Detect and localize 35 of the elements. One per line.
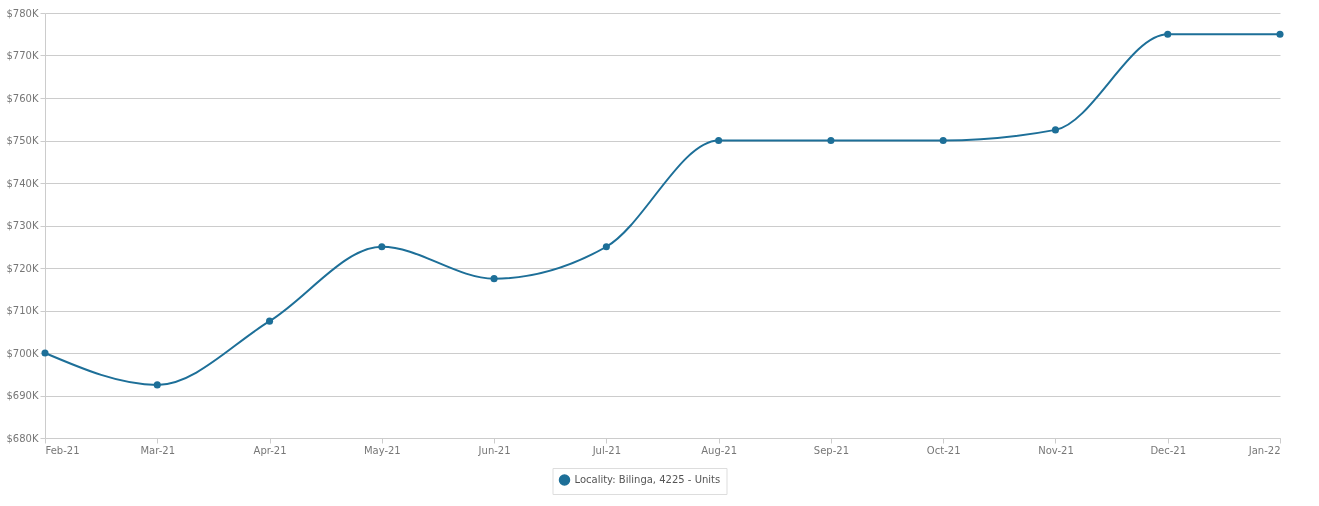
x-tick-label: Mar-21 [140, 444, 176, 456]
y-tick-label: $750K [6, 135, 39, 146]
x-tick-label: May-21 [363, 444, 401, 456]
point [1276, 30, 1284, 38]
point [939, 136, 947, 145]
x-tick-label: Jun-21 [477, 444, 511, 456]
x-tick-label: Feb-21 [45, 444, 80, 456]
point [1051, 126, 1059, 134]
x-tick-label: Jan-22 [1247, 444, 1281, 456]
x-tick-label: Dec-21 [1150, 444, 1187, 456]
y-tick-label: $760K [6, 92, 39, 104]
y-tick-label: $770K [6, 50, 39, 61]
x-tick-label: Oct-21 [926, 444, 961, 456]
point [827, 136, 835, 145]
y-tick-label: $680K [6, 432, 39, 444]
point [715, 136, 723, 145]
point [1164, 30, 1172, 38]
y-tick-label: $700K [6, 347, 39, 359]
y-tick-label: $740K [6, 177, 39, 189]
x-tick-label: Jul-21 [591, 444, 622, 456]
point [153, 381, 161, 389]
y-tick-label: $780K [6, 7, 39, 19]
y-tick-label: $720K [6, 262, 39, 274]
legend-label: Locality: Bilinga, 4225 - Units [574, 474, 721, 485]
x-tick-label: Apr-21 [253, 444, 287, 456]
y-tick-label: $730K [6, 220, 39, 231]
point [266, 317, 274, 325]
point [602, 243, 610, 251]
x-tick-label: Nov-21 [1038, 444, 1074, 456]
y-tick-label: $690K [6, 390, 39, 401]
point [378, 243, 386, 251]
x-tick-label: Sep-21 [813, 444, 849, 456]
y-tick-label: $710K [6, 305, 39, 316]
point [490, 275, 498, 283]
x-tick-label: Aug-21 [701, 444, 738, 456]
